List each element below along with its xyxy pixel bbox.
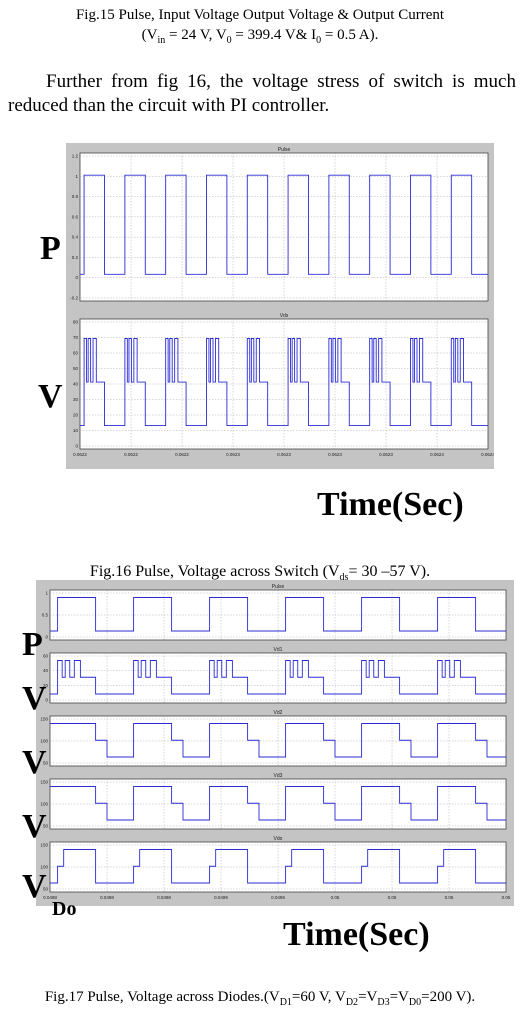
waveform-vds: [80, 338, 488, 427]
ytick-label-f16-1: 40: [73, 382, 79, 387]
fig15-caption-line1: Fig.15 Pulse, Input Voltage Output Volta…: [75, 7, 445, 23]
ytick-label-f17-0: 0: [45, 635, 48, 640]
fig17-label-v4: V: [22, 868, 47, 905]
ytick-label-f16-1: 0: [75, 444, 78, 449]
fig15-caption-line2: (Vin = 24 V, V0 = 399.4 V& I0 = 0.5 A).: [141, 27, 379, 46]
ytick-label-f17-3: 100: [40, 802, 48, 807]
waveform-vd1: [50, 660, 506, 695]
ytick-label-f16-0: 0.4: [72, 235, 79, 240]
plot-title-f17-3: Vd3: [274, 773, 283, 779]
ytick-label-f16-1: 10: [73, 428, 79, 433]
fig17-scope-panel: Pulse 1 0.5 0 Vd1 60 40 20 0 Vd2 150 100 50 Vd3 150 100…: [36, 580, 514, 906]
plot-title-f16-0: Pulse: [278, 147, 291, 153]
xtick-label-f17-4: 0.05: [388, 895, 397, 900]
xtick-label-f17-4: 0.0499: [214, 895, 228, 900]
xtick-label-f17-4: 0.0498: [100, 895, 114, 900]
xtick-label-f16-1: 0.0623: [226, 452, 240, 457]
ytick-label-f16-1: 20: [73, 413, 79, 418]
waveform-vd3: [50, 786, 506, 821]
xtick-label-f17-4: 0.0499: [271, 895, 285, 900]
ytick-label-f16-0: 1: [75, 174, 78, 179]
xtick-label-f17-4: 0.05: [445, 895, 454, 900]
plot-title-f17-0: Pulse: [272, 584, 285, 590]
fig17-label-v2: V: [22, 744, 47, 781]
xtick-label-f16-1: 0.0624: [430, 452, 444, 457]
plot-title-f16-1: Vds: [280, 313, 289, 319]
fig16-label-v: V: [38, 378, 63, 415]
fig17-label-v1: V: [22, 680, 47, 717]
fig17-scope-plot: Pulse 1 0.5 0 Vd1 60 40 20 0 Vd2 150 100 50 Vd3 150 100…: [40, 584, 511, 900]
ytick-label-f17-3: 150: [40, 780, 48, 785]
fig16-scope-panel: Pulse 1.2 1 0.8 0.6 0.4 0.2 0 -0.2 Vds 80 70 60 50 40 3…: [66, 143, 495, 469]
ytick-label-f16-1: 30: [73, 397, 79, 402]
ytick-label-f17-4: 50: [43, 887, 49, 892]
ytick-label-f17-0: 0.5: [42, 613, 49, 618]
xtick-label-f16-1: 0.0623: [379, 452, 393, 457]
ytick-label-f17-3: 50: [43, 824, 49, 829]
fig16-caption: Fig.16 Pulse, Voltage across Switch (Vds…: [89, 563, 431, 584]
ytick-label-f17-0: 1: [45, 591, 48, 596]
ytick-label-f17-1: 40: [43, 668, 49, 673]
ytick-label-f17-1: 0: [45, 698, 48, 703]
fig17-caption: Fig.17 Pulse, Voltage across Diodes.(VD1…: [44, 989, 476, 1008]
xtick-label-f16-1: 0.0622: [73, 452, 87, 457]
ytick-label-f16-0: -0.2: [70, 296, 78, 301]
ytick-label-f16-1: 50: [73, 366, 79, 371]
fig16-label-p: P: [40, 230, 61, 267]
waveform-pulse: [50, 597, 506, 632]
ytick-label-f16-0: 1.2: [72, 154, 79, 159]
xtick-label-f16-1: 0.0622: [175, 452, 189, 457]
ytick-label-f16-1: 70: [73, 335, 79, 340]
fig16-time-label: Time(Sec): [317, 486, 464, 523]
xtick-label-f16-1: 0.0623: [328, 452, 342, 457]
ytick-label-f16-1: 80: [73, 320, 79, 325]
xtick-label-f16-1: 0.0623: [277, 452, 291, 457]
xtick-label-f16-1: 0.0624: [481, 452, 494, 457]
body-paragraph: Further from fig 16, the voltage stress …: [8, 71, 516, 116]
ytick-label-f16-1: 60: [73, 351, 79, 356]
fig17-label-v3: V: [22, 808, 47, 845]
ytick-label-f17-4: 100: [40, 865, 48, 870]
xtick-label-f17-4: 0.0498: [43, 895, 57, 900]
xtick-label-f17-4: 0.05: [331, 895, 340, 900]
ytick-label-f16-0: 0.6: [72, 214, 79, 219]
plot-title-f17-4: Vdo: [274, 836, 283, 842]
fig16-scope-plot: Pulse 1.2 1 0.8 0.6 0.4 0.2 0 -0.2 Vds 80 70 60 50 40 3…: [70, 147, 495, 457]
ytick-label-f17-4: 150: [40, 843, 48, 848]
ytick-label-f16-0: 0.8: [72, 194, 79, 199]
ytick-label-f17-1: 60: [43, 654, 49, 659]
waveform-pulse: [80, 174, 488, 275]
plot-title-f17-1: Vd1: [274, 647, 283, 653]
ytick-label-f17-2: 50: [43, 761, 49, 766]
waveform-vdo: [50, 849, 506, 884]
ytick-label-f16-0: 0: [75, 275, 78, 280]
plot-title-f17-2: Vd2: [274, 710, 283, 716]
waveform-vd2: [50, 723, 506, 758]
xtick-label-f16-1: 0.0622: [124, 452, 138, 457]
ytick-label-f17-2: 100: [40, 739, 48, 744]
fig17-label-p: P: [22, 626, 43, 663]
fig17-do-subscript: Do: [52, 898, 77, 920]
ytick-label-f17-2: 150: [40, 717, 48, 722]
fig17-time-label: Time(Sec): [283, 916, 430, 953]
ytick-label-f16-0: 0.2: [72, 255, 79, 260]
xtick-label-f17-4: 0.0498: [157, 895, 171, 900]
ytick-label-f17-1: 20: [43, 683, 49, 688]
xtick-label-f17-4: 0.05: [502, 895, 511, 900]
